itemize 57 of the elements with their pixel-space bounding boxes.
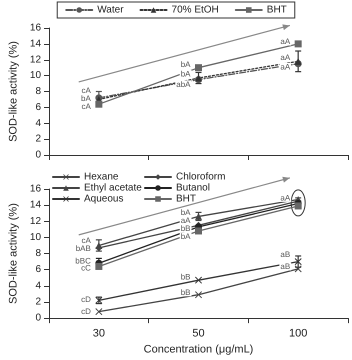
y-tick-label: 12 <box>30 54 42 66</box>
annotation: bB <box>180 288 191 297</box>
x-tick-label: 50 <box>192 328 205 340</box>
y-tick-label: 16 <box>30 22 42 34</box>
annotation: cA <box>82 102 92 112</box>
annotation: aA <box>280 36 291 46</box>
legend-label: Water <box>97 4 124 16</box>
y-axis-title: SOD-like activity (%) <box>8 203 20 304</box>
y-tick-label: 4 <box>35 118 42 129</box>
y-tick-label: 8 <box>35 248 42 260</box>
y-tick-label: 8 <box>35 86 42 97</box>
x-tick-label: 100 <box>288 328 308 340</box>
annotation: bA <box>180 70 192 79</box>
annotation: bBC <box>75 256 92 266</box>
x-tick-label: 30 <box>92 328 105 340</box>
y-tick-label: 2 <box>35 296 42 308</box>
annotation: aA <box>180 216 192 225</box>
annotation: cA <box>82 236 92 246</box>
legend-label: BHT <box>176 194 196 204</box>
y-tick-label: 0 <box>35 150 42 160</box>
annotation: aB <box>280 262 290 271</box>
legend-label: Butanol <box>176 182 210 194</box>
annotation: bA <box>180 208 192 217</box>
annotation: cD <box>81 295 92 304</box>
y-tick-label: 6 <box>35 102 42 113</box>
annotation: aA <box>280 62 291 72</box>
y-tick-label: 14 <box>30 38 42 50</box>
annotation: aA <box>280 193 291 202</box>
y-tick-label: 10 <box>30 232 42 243</box>
legend-label: Ethyl acetate <box>84 182 142 194</box>
annotation: aA <box>280 52 291 62</box>
annotation: cA <box>82 86 92 96</box>
y-tick-label: 16 <box>30 184 42 194</box>
annotation: bA <box>180 60 192 70</box>
legend-label: BHT <box>266 4 287 16</box>
y-tick-label: 6 <box>35 264 42 276</box>
legend-label: Chloroform <box>176 172 226 182</box>
legend-label: 70% EtOH <box>172 4 219 16</box>
annotation: aB <box>280 250 290 259</box>
y-axis-title: SOD-like activity (%) <box>8 41 20 142</box>
annotation: bB <box>180 224 191 234</box>
y-tick-label: 14 <box>30 200 42 211</box>
y-tick-label: 12 <box>30 216 42 227</box>
annotation: bA <box>81 94 92 104</box>
y-tick-label: 10 <box>30 70 42 82</box>
annotation: abA <box>176 80 192 89</box>
annotation: bA <box>180 232 192 242</box>
annotation: bB <box>180 272 191 282</box>
legend-label: Hexane <box>84 172 119 182</box>
annotation: cC <box>81 264 92 273</box>
annotation: bAB <box>76 244 91 254</box>
y-tick-label: 2 <box>35 134 42 145</box>
y-tick-label: 0 <box>35 312 42 324</box>
y-tick-label: 4 <box>35 280 42 292</box>
legend-label: Aqueous <box>84 194 124 204</box>
x-axis-title: Concentration (μg/mL) <box>144 344 254 356</box>
annotation: cD <box>81 307 92 316</box>
